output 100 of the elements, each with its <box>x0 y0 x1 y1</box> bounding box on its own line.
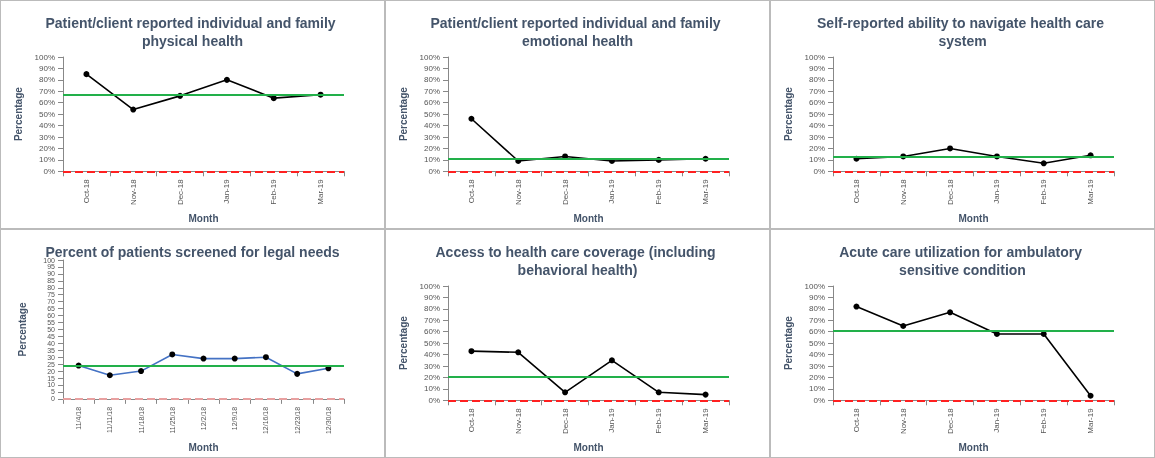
y-tick-label: 80% <box>423 304 440 314</box>
point <box>515 349 522 356</box>
chart-title: Access to health care coverage (including behavioral health) <box>435 244 720 278</box>
point <box>1087 392 1094 399</box>
y-tick-label: 0% <box>428 166 440 176</box>
y-tick-label: 0% <box>43 166 55 176</box>
y-tick-label: 30% <box>38 132 55 142</box>
x-tick-label: Feb-19 <box>654 407 664 434</box>
x-tick-label: Dec-18 <box>175 178 185 206</box>
y-tick-label: 0% <box>813 395 825 405</box>
x-tick-label: Mar-19 <box>1086 178 1096 205</box>
point <box>655 389 662 396</box>
y-tick-label: 30% <box>423 132 440 142</box>
chart-title: Patient/client reported individual and family emotional health <box>430 15 725 49</box>
x-tick-label: Oct-18 <box>466 178 476 204</box>
y-tick-label: 40% <box>38 121 55 131</box>
y-tick-label: 0% <box>428 395 440 405</box>
y-tick-label: 70% <box>808 315 825 325</box>
y-tick-label: 20% <box>423 372 440 382</box>
point <box>900 323 907 330</box>
x-axis-title: Month <box>958 441 989 453</box>
y-tick-label: 10% <box>808 155 825 165</box>
point <box>130 106 137 113</box>
y-tick-label: 100% <box>419 281 440 291</box>
x-tick-label: Feb-19 <box>1039 178 1049 205</box>
chart-title: Self-reported ability to navigate health care system <box>817 15 1108 49</box>
y-axis-title: Percentage <box>398 315 410 371</box>
y-tick-label: 50% <box>423 338 440 348</box>
point <box>223 76 230 83</box>
y-tick-label: 20% <box>808 143 825 153</box>
y-tick-label: 70% <box>808 86 825 96</box>
chart-title: Patient/client reported individual and family physical health <box>45 15 340 49</box>
point <box>853 303 860 310</box>
x-tick-label: Dec-18 <box>560 407 570 435</box>
x-axis-title: Month <box>188 212 219 224</box>
x-tick-label: Oct-18 <box>466 407 476 433</box>
x-tick-label: Nov-18 <box>128 178 138 206</box>
x-tick-label: Feb-19 <box>269 178 279 205</box>
chart-title: Acute care utilization for ambulatory sensitive condition <box>839 244 1086 278</box>
y-tick-label: 20% <box>808 372 825 382</box>
y-tick-label: 10% <box>423 155 440 165</box>
y-tick-label: 60% <box>808 98 825 108</box>
x-tick-label: Feb-19 <box>1039 407 1049 434</box>
y-axis-title: Percentage <box>783 315 795 371</box>
x-tick-label: Mar-19 <box>1086 407 1096 434</box>
point <box>993 331 1000 338</box>
y-tick-label: 10% <box>38 155 55 165</box>
point <box>468 115 475 122</box>
point <box>1040 160 1047 167</box>
x-tick-label: Nov-18 <box>898 407 908 435</box>
y-tick-label: 60% <box>38 98 55 108</box>
y-tick-label: 50% <box>808 338 825 348</box>
x-tick-label: Dec-18 <box>945 178 955 206</box>
y-axis-title: Percentage <box>16 302 28 357</box>
y-tick-label: 100% <box>419 52 440 62</box>
y-tick-label: 30% <box>808 361 825 371</box>
y-tick-label: 0% <box>813 166 825 176</box>
x-tick-label: Jan-19 <box>992 407 1002 433</box>
y-tick-label: 90% <box>808 63 825 73</box>
x-tick-label: Jan-19 <box>222 178 232 204</box>
x-tick-label: Oct-18 <box>851 407 861 433</box>
x-tick-label: Dec-18 <box>945 407 955 435</box>
y-tick-label: 90% <box>38 63 55 73</box>
x-axis-title: Month <box>573 212 604 224</box>
y-tick-label: 80% <box>808 75 825 85</box>
point <box>562 389 569 396</box>
x-tick-label: Jan-19 <box>607 407 617 433</box>
x-tick-label: Mar-19 <box>701 178 711 205</box>
point <box>608 357 615 364</box>
point <box>947 309 954 316</box>
y-tick-label: 30% <box>808 132 825 142</box>
x-tick-label: Nov-18 <box>513 178 523 206</box>
y-axis-title: Percentage <box>13 86 25 142</box>
y-tick-label: 80% <box>423 75 440 85</box>
y-tick-label: 40% <box>808 121 825 131</box>
y-tick-label: 30% <box>423 361 440 371</box>
y-tick-label: 60% <box>808 327 825 337</box>
point <box>702 391 709 398</box>
x-tick-label: Oct-18 <box>851 178 861 204</box>
x-tick-label: Jan-19 <box>607 178 617 204</box>
x-tick-label: Mar-19 <box>701 407 711 434</box>
y-tick-label: 60% <box>423 327 440 337</box>
y-tick-label: 20% <box>38 143 55 153</box>
y-tick-label: 70% <box>38 86 55 96</box>
y-tick-label: 70% <box>423 86 440 96</box>
x-tick-label: Nov-18 <box>513 407 523 435</box>
y-tick-label: 70% <box>423 315 440 325</box>
x-axis-title: Month <box>188 441 219 453</box>
y-tick-label: 40% <box>808 350 825 360</box>
y-tick-label: 50% <box>423 109 440 119</box>
y-tick-label: 100% <box>804 281 825 291</box>
y-axis-title: Percentage <box>398 86 410 142</box>
x-tick-label: Jan-19 <box>992 178 1002 204</box>
x-tick-label: Dec-18 <box>560 178 570 206</box>
y-tick-label: 10% <box>423 384 440 394</box>
x-tick-label: Mar-19 <box>316 178 326 205</box>
x-axis-title: Month <box>958 212 989 224</box>
x-tick-label: Oct-18 <box>81 178 91 204</box>
y-tick-label: 90% <box>423 63 440 73</box>
point <box>468 348 475 355</box>
